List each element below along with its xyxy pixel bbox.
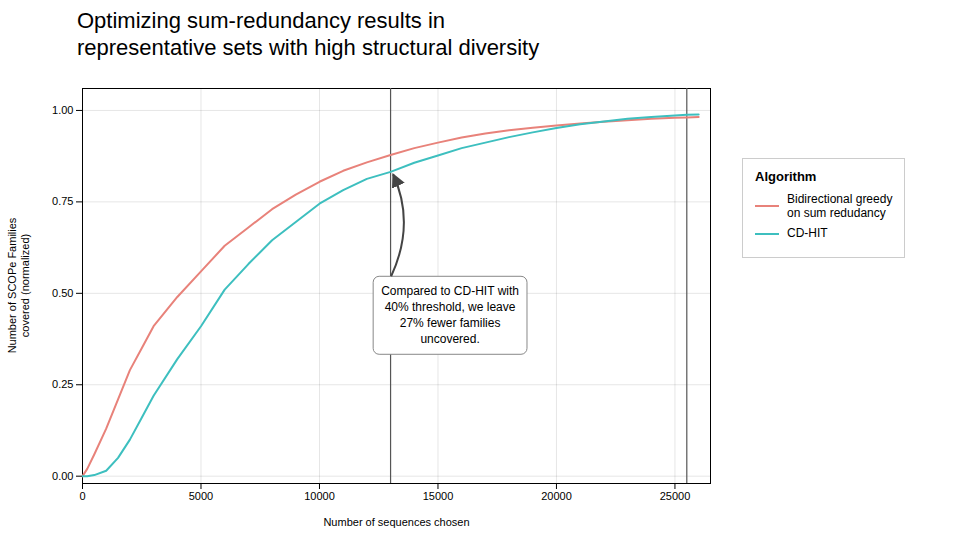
html-text:Algorithm: Algorithm <box>755 168 817 184</box>
svg-text:0: 0 <box>79 490 85 502</box>
svg-text:20000: 20000 <box>541 490 572 502</box>
svg-text:0.00: 0.00 <box>52 469 73 481</box>
svg-text:0.75: 0.75 <box>52 195 73 207</box>
svg-text:15000: 15000 <box>423 490 454 502</box>
svg-text:10000: 10000 <box>304 490 335 502</box>
html-text:Bidirectional greedy on sum re: Bidirectional greedy on sum redudancy <box>787 191 893 220</box>
svg-text:1.00: 1.00 <box>52 104 73 116</box>
svg-text:0.25: 0.25 <box>52 378 73 390</box>
svg-text:25000: 25000 <box>660 490 691 502</box>
svg-text:0.50: 0.50 <box>52 286 73 298</box>
html-text:CD-HIT: CD-HIT <box>787 226 828 241</box>
svg-text:Number of sequences chosen: Number of sequences chosen <box>323 515 469 527</box>
html-text:Optimizing sum-redundancy resu: Optimizing sum-redundancy results in rep… <box>77 8 540 60</box>
svg-text:5000: 5000 <box>189 490 213 502</box>
svg-text:Number of SCOPe Familiescovere: Number of SCOPe Familiescovered (normali… <box>6 217 31 353</box>
svg-text:Compared to CD-HIT with40% thr: Compared to CD-HIT with40% threshold, we… <box>381 284 519 346</box>
